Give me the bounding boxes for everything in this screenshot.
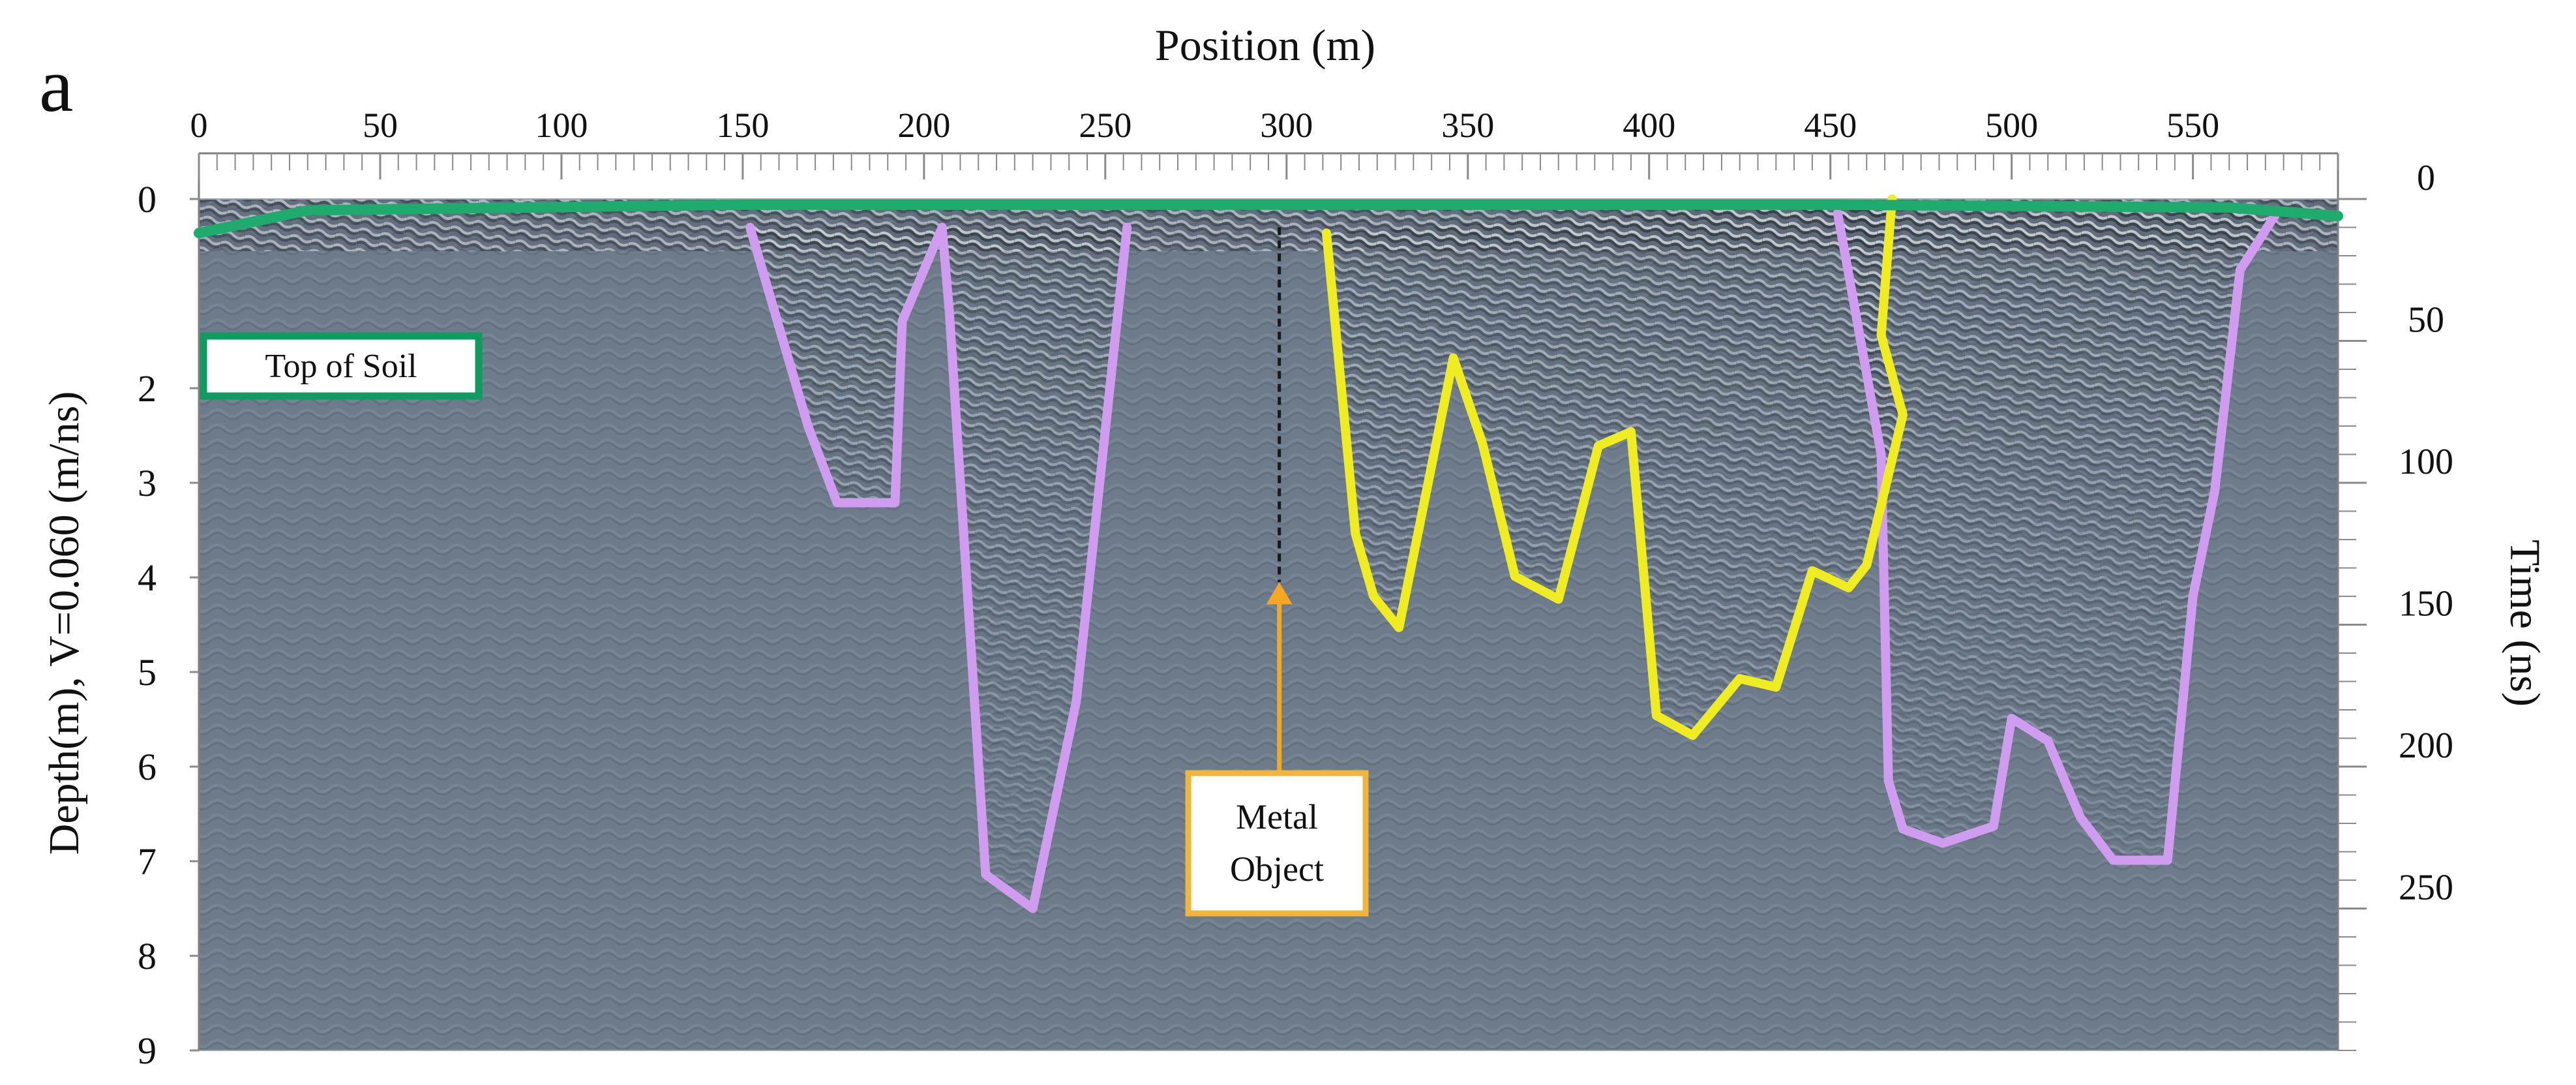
top-of-soil-box [200,332,483,400]
x-tick-label: 300 [1260,106,1313,145]
depth-tick-label: 0 [138,178,157,221]
depth-tick-label: 5 [138,651,157,694]
x-tick-label: 350 [1441,106,1494,145]
time-tick-label: 0 [2417,158,2435,198]
time-tick-label: 200 [2399,726,2453,766]
depth-tick-label: 7 [138,840,157,883]
metal-object-box [1185,770,1369,917]
depth-axis-ticks: 0 2 3 4 5 6 7 8 9 [138,178,199,1072]
pink-outline [745,222,1132,913]
x-tick-label: 200 [897,106,950,145]
depth-tick-label: 6 [138,746,157,788]
depth-tick-label: 8 [138,935,157,977]
depth-tick-label: 9 [138,1030,157,1072]
right-axis-title: Time (ns) [2501,540,2549,707]
depth-tick-label: 4 [138,557,157,599]
x-tick-label: 100 [535,106,588,145]
depth-tick-label: 3 [138,462,157,504]
interpretation-outlines [194,194,2343,913]
time-axis-ticks: 0 50 100 150 200 250 [2338,158,2453,1051]
time-tick-label: 250 [2399,868,2453,908]
x-tick-label: 500 [1985,106,2038,145]
time-tick-label: 150 [2399,584,2453,624]
pink-outline [1833,208,2281,865]
time-tick-label: 100 [2399,442,2453,482]
x-tick-label: 550 [2166,106,2219,145]
reflection-zone [750,227,1128,909]
metal-object-arrow-head [1266,582,1293,605]
reflection-zone [1326,199,1903,736]
panel-label: a [39,42,73,128]
top-of-soil-label: Top of Soil [265,348,417,385]
x-tick-label: 0 [190,106,208,145]
surface-line [194,199,2343,239]
time-tick-label: 50 [2408,300,2444,341]
depth-tick-label: 2 [138,367,157,410]
top-of-soil-annotation: Top of Soil [200,332,483,400]
yellow-outline [1321,194,1908,741]
metal-object-label-line2: Object [1230,849,1324,889]
reflection-zones [199,199,2338,909]
left-axis-title: Depth(m), V=0.060 (m/ns) [40,391,88,855]
x-axis-ticks: 0 50 100 150 200 250 300 350 400 450 500 550 [190,106,2339,179]
x-tick-label: 250 [1079,106,1131,145]
plot-area [199,199,2338,1050]
metal-object-label-line1: Metal [1236,797,1318,836]
reflection-zone [1837,213,2277,861]
x-tick-label: 400 [1623,106,1675,145]
x-tick-label: 150 [716,106,769,145]
x-tick-label: 450 [1804,106,1857,145]
x-axis-title: Position (m) [1155,20,1375,70]
x-tick-label: 50 [363,106,398,145]
metal-object-annotation: Metal Object [1185,582,1369,917]
